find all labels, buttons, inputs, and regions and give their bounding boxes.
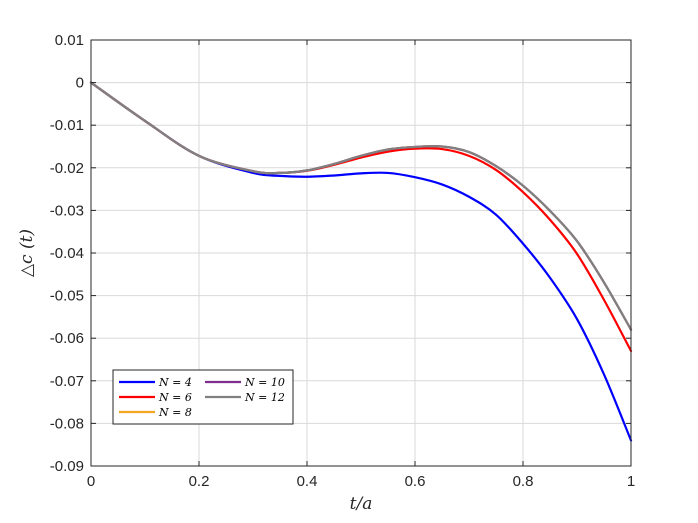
y-tick-label: -0.05 [50, 288, 84, 305]
x-tick-label: 0.4 [297, 473, 318, 490]
x-tick-label: 0 [87, 473, 95, 490]
y-tick-label: -0.06 [50, 330, 84, 347]
legend-label-5: N = 12 [244, 391, 285, 404]
y-tick-label: -0.07 [50, 373, 84, 390]
y-tick-label: 0.01 [55, 32, 84, 49]
x-tick-labels: 0 0.2 0.4 0.6 0.8 1 [87, 473, 635, 490]
y-tick-label: -0.02 [50, 160, 84, 177]
y-tick-label: -0.03 [50, 202, 84, 219]
y-tick-labels: 0.01 0 -0.01 -0.02 -0.03 -0.04 -0.05 -0.06 -0.07… [50, 32, 84, 475]
ticks [90, 39, 632, 467]
legend: N = 4 N = 10 N = 6 N = 12 N = 8 [112, 369, 294, 425]
x-tick-label: 0.6 [405, 473, 426, 490]
y-tick-label: 0 [76, 75, 84, 92]
x-tick-label: 0.2 [189, 473, 210, 490]
series-layer [89, 81, 633, 442]
x-tick-label: 0.8 [513, 473, 534, 490]
legend-label-2: N = 6 [158, 391, 192, 404]
x-tick-label: 1 [627, 473, 635, 490]
y-tick-label: -0.08 [50, 415, 84, 432]
y-tick-label: -0.09 [50, 458, 84, 475]
grid-lines [91, 40, 631, 466]
series-line-5 [89, 81, 633, 331]
series-line-1 [89, 81, 633, 442]
legend-label-3: N = 8 [158, 406, 192, 419]
x-axis-label: t/a [350, 494, 373, 514]
y-tick-label: -0.01 [50, 117, 84, 134]
y-axis-label: △c (t) [17, 229, 37, 277]
y-tick-label: -0.04 [50, 245, 84, 262]
legend-label-1: N = 4 [158, 376, 192, 389]
legend-label-4: N = 10 [244, 376, 285, 389]
